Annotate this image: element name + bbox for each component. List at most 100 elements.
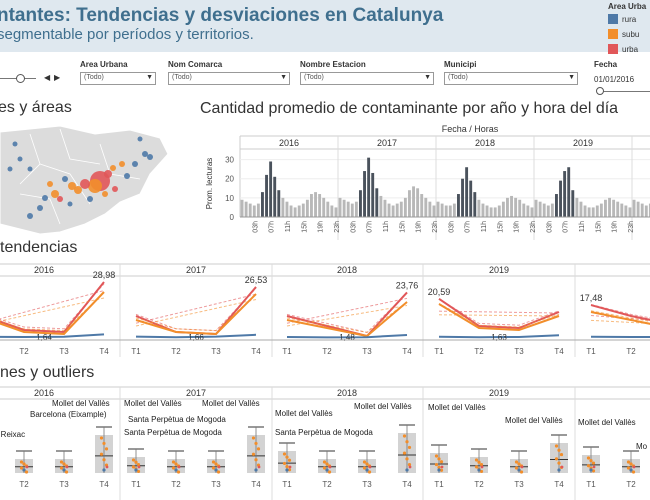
- quarterly-trend-line-chart: 2016 T2 T3 T4 28,98 1,64 2017 T1 T2 T3 T4 26,53 1,66…: [0, 263, 650, 357]
- hour-bar: [322, 197, 326, 217]
- hour-bar: [408, 190, 411, 217]
- hour-bar: [612, 199, 616, 217]
- hour-tick-label: 03h: [448, 221, 455, 233]
- catalonia-station-map[interactable]: [0, 124, 195, 234]
- outlier-dot: [131, 465, 136, 469]
- station-marker-urbano: [104, 170, 112, 178]
- hour-bar: [256, 203, 260, 217]
- trend-max-label: 23,76: [396, 280, 419, 290]
- hour-tick-label: 23h: [628, 221, 635, 233]
- outlier-dot: [434, 454, 439, 458]
- hour-tick-label: 11h: [579, 221, 586, 232]
- hour-bar: [579, 201, 583, 217]
- slider-next-icon[interactable]: ▶: [54, 73, 61, 82]
- nombre-estacion-dropdown[interactable]: (Todo) ▼: [300, 72, 434, 85]
- outlier-station-label: Barcelona (Eixample): [30, 410, 107, 419]
- hour-bar: [465, 167, 469, 217]
- station-marker-suburbano: [88, 179, 102, 193]
- bar-y-tick-label: 20: [225, 175, 234, 184]
- urbano-dot: [328, 465, 332, 469]
- hour-bar: [399, 201, 403, 217]
- filter-label: Area Urbana: [80, 60, 128, 69]
- area-urbana-dropdown[interactable]: (Todo) ▼: [80, 72, 156, 85]
- hour-bar: [587, 207, 591, 217]
- hour-bar: [461, 178, 464, 217]
- hour-bar: [330, 205, 334, 217]
- filter-label: Fecha: [594, 60, 618, 69]
- hour-tick-label: 07h: [465, 221, 472, 233]
- fecha-slider-handle[interactable]: [596, 87, 604, 95]
- outlier-dot: [402, 451, 407, 455]
- quarter-tick-label: T3: [514, 347, 524, 356]
- outlier-station-label: Santa Perpètua de Mogoda: [128, 415, 226, 424]
- nom-comarca-dropdown[interactable]: (Todo) ▼: [168, 72, 290, 85]
- hour-bar: [338, 197, 342, 217]
- hour-bar: [395, 203, 399, 217]
- trend-band-suburbano: [0, 292, 105, 332]
- hour-bar: [510, 195, 513, 217]
- hour-tick-label: 11h: [285, 221, 292, 232]
- outlier-station-label: Mollet del Vallès: [354, 402, 412, 411]
- hour-bar: [289, 205, 293, 217]
- outlier-station-label: Mollet del Vallès: [52, 399, 110, 408]
- hour-bar: [518, 199, 522, 217]
- outlier-dot: [282, 461, 287, 466]
- rural-dot: [325, 468, 329, 472]
- legend-item-rural[interactable]: rura: [608, 12, 650, 26]
- bar-year-label: 2016: [279, 138, 299, 148]
- period-slider[interactable]: ◀ ▶: [0, 73, 60, 85]
- hour-bar: [591, 207, 595, 217]
- outlier-dot: [557, 461, 561, 465]
- outlier-dot: [59, 460, 64, 464]
- legend-item-suburbano[interactable]: subu: [608, 27, 650, 41]
- outlier-station-label: Mollet del Vallès: [505, 416, 563, 425]
- station-marker-rural: [137, 136, 143, 142]
- hour-bar: [424, 197, 428, 217]
- outlier-dot: [407, 445, 412, 450]
- hour-bar: [620, 203, 624, 217]
- hour-bar: [367, 157, 371, 217]
- legend-item-urbano[interactable]: urba: [608, 42, 650, 56]
- urbano-dot: [520, 465, 524, 469]
- hour-bar: [497, 205, 501, 217]
- outlier-dot: [439, 460, 444, 464]
- hour-bar: [481, 203, 485, 217]
- outlier-dot: [287, 468, 292, 472]
- outlier-dot: [629, 462, 633, 466]
- hour-bar: [252, 205, 256, 217]
- box-quarter-tick-label: T4: [402, 480, 412, 489]
- fecha-value[interactable]: 01/01/2016: [594, 75, 635, 84]
- rural-dot: [557, 468, 561, 472]
- hour-bar: [301, 203, 305, 217]
- outlier-dot: [586, 456, 591, 460]
- fecha-slider[interactable]: [596, 87, 650, 97]
- hour-tick-label: 07h: [367, 221, 374, 233]
- hour-tick-label: 19h: [318, 221, 325, 233]
- hour-bar: [244, 201, 248, 217]
- period-slider-handle[interactable]: [16, 74, 25, 83]
- outlier-dot: [134, 460, 138, 464]
- quarter-tick-label: T4: [402, 347, 412, 356]
- urbano-dot: [25, 465, 29, 469]
- slider-prev-icon[interactable]: ◀: [44, 73, 51, 82]
- hour-bar: [297, 205, 301, 217]
- filter-label: Nom Comarca: [168, 60, 223, 69]
- trend-year-label: 2018: [337, 265, 357, 275]
- municipi-dropdown[interactable]: (Todo) ▼: [444, 72, 578, 85]
- trend-line-rural: [135, 333, 257, 339]
- outlier-dot: [131, 458, 136, 462]
- dropdown-value: (Todo): [84, 74, 104, 81]
- bar-year-label: 2019: [573, 138, 593, 148]
- outlier-dot: [367, 470, 372, 474]
- outlier-station-label: Santa Perpètua de Mogoda: [124, 428, 222, 437]
- hour-tick-label: 15h: [497, 221, 504, 233]
- hour-bar: [599, 203, 603, 217]
- outlier-dot: [362, 460, 367, 464]
- outlier-dot: [557, 448, 561, 452]
- station-marker-rural: [12, 141, 18, 147]
- outlier-dot: [102, 441, 106, 446]
- quarter-tick-label: T1: [434, 347, 444, 356]
- station-marker-rural: [67, 201, 73, 207]
- area-urbana-legend: Area Urba rura subu urba: [608, 2, 650, 56]
- outlier-dot: [589, 458, 593, 463]
